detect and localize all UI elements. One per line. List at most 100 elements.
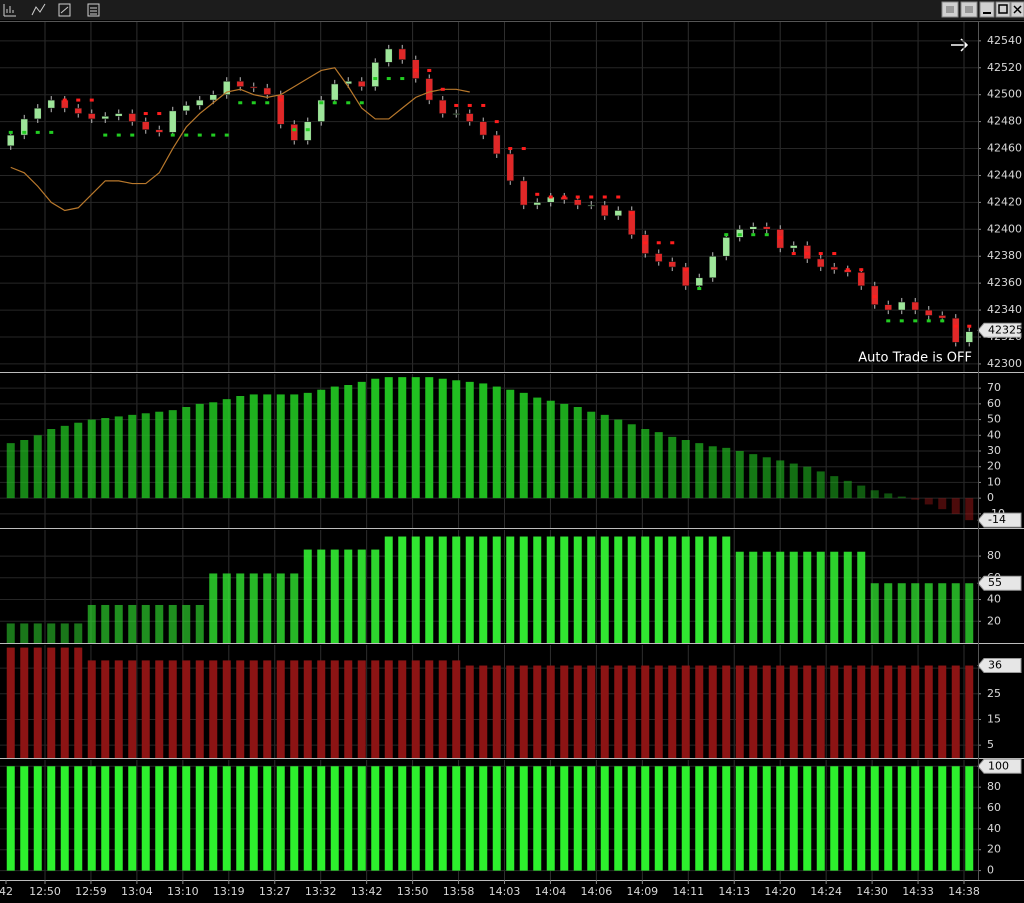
bar: [506, 766, 515, 871]
stop-dot: [197, 133, 202, 137]
stop-dot: [548, 195, 553, 199]
bar: [438, 378, 447, 499]
bar: [74, 647, 83, 758]
bar: [47, 766, 56, 871]
candle-body: [708, 255, 717, 279]
bar: [884, 766, 893, 871]
bar: [263, 573, 272, 643]
candle-body: [695, 277, 704, 287]
window-button[interactable]: [941, 1, 959, 18]
bar: [762, 665, 771, 758]
bar: [560, 766, 569, 871]
x-tick-label: 13:19: [213, 885, 245, 898]
candle-body: [195, 99, 204, 106]
bar: [816, 551, 825, 643]
y-tick-label: 60: [987, 397, 1001, 410]
moving-average-line: [10, 67, 470, 212]
window-button[interactable]: [960, 1, 978, 18]
minimize-button[interactable]: [979, 1, 995, 18]
bar: [195, 660, 204, 758]
last-value-label: 42325: [988, 323, 1023, 336]
bar: [465, 381, 474, 499]
bar: [951, 498, 960, 514]
bar: [330, 766, 339, 871]
stop-dot: [872, 295, 877, 299]
maximize-button[interactable]: [995, 1, 1011, 18]
bar: [600, 665, 609, 758]
bar: [249, 573, 258, 643]
stop-dot: [953, 324, 958, 328]
bar: [47, 647, 56, 758]
toolbar-icon[interactable]: [58, 3, 71, 17]
bar: [438, 536, 447, 643]
bar: [843, 551, 852, 643]
y-tick-label: 42420: [987, 195, 1022, 208]
bar: [290, 394, 299, 499]
bar: [357, 660, 366, 758]
bar: [6, 443, 15, 499]
stop-dot: [386, 77, 391, 81]
bar: [47, 623, 56, 643]
bar: [249, 394, 258, 499]
candle-body: [290, 124, 299, 141]
stop-dot: [305, 128, 310, 132]
candle-body: [749, 226, 758, 230]
bar: [425, 660, 434, 758]
stop-dot: [967, 324, 972, 328]
bar: [236, 766, 245, 871]
candle-body: [357, 80, 366, 87]
bar: [870, 766, 879, 871]
stop-dot: [454, 103, 459, 107]
bar: [263, 394, 272, 499]
bar: [141, 604, 150, 643]
stop-dot: [332, 101, 337, 105]
bar: [209, 660, 218, 758]
y-tick-label: 40: [987, 822, 1001, 835]
y-tick-label: 70: [987, 381, 1001, 394]
candle-body: [168, 110, 177, 133]
bar: [209, 402, 218, 499]
candle-body: [20, 118, 29, 136]
toolbar-icon[interactable]: [31, 3, 46, 16]
y-tick-label: 42500: [987, 88, 1022, 101]
bar: [519, 766, 528, 871]
bar: [627, 665, 636, 758]
bar: [965, 766, 974, 871]
bar: [371, 378, 380, 499]
toolbar-icon[interactable]: [3, 4, 16, 17]
close-button[interactable]: [1010, 1, 1024, 18]
bar: [695, 665, 704, 758]
bar: [546, 766, 555, 871]
stop-dot: [778, 235, 783, 239]
bar: [20, 623, 29, 643]
x-tick-label: 13:58: [443, 885, 475, 898]
bar: [803, 766, 812, 871]
bar: [357, 766, 366, 871]
candle-body: [654, 253, 663, 262]
bar: [884, 583, 893, 643]
toolbar-icon[interactable]: [87, 3, 100, 17]
bar: [857, 551, 866, 643]
bar: [47, 429, 56, 499]
bar: [776, 665, 785, 758]
stop-dot: [467, 103, 472, 107]
bar: [681, 665, 690, 758]
y-tick-label: 42440: [987, 168, 1022, 181]
stop-dot: [818, 252, 823, 256]
bar: [789, 551, 798, 643]
stop-dot: [278, 98, 283, 102]
bar: [33, 766, 42, 871]
candle-body: [425, 78, 434, 101]
bar: [870, 665, 879, 758]
x-tick-label: 12:50: [29, 885, 61, 898]
candle-body: [573, 199, 582, 206]
bar: [33, 647, 42, 758]
bar: [222, 573, 231, 643]
bar: [614, 419, 623, 499]
bar: [722, 766, 731, 871]
stop-dot: [562, 195, 567, 199]
bar: [614, 766, 623, 871]
bar: [533, 766, 542, 871]
x-tick-label: 14:30: [856, 885, 888, 898]
bar: [843, 766, 852, 871]
